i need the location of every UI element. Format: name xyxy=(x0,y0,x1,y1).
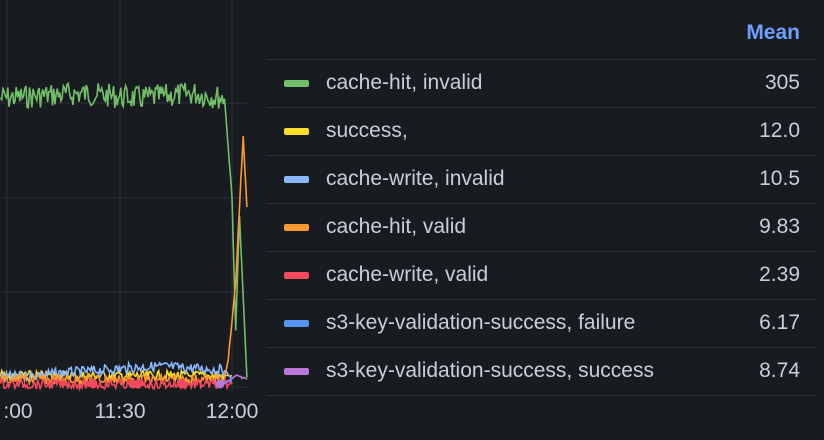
series-color-swatch xyxy=(284,128,309,135)
data-point xyxy=(88,379,98,389)
series-color-swatch xyxy=(284,320,309,327)
legend-row[interactable]: success, 12.0 xyxy=(266,108,816,156)
series-color-swatch xyxy=(284,176,309,183)
legend-row[interactable]: cache-hit, valid 9.83 xyxy=(266,204,816,252)
series-mean-value: 305 xyxy=(764,71,800,94)
series-mean-value: 8.74 xyxy=(759,359,800,382)
legend-row[interactable]: s3-key-validation-success, success 8.74 xyxy=(266,348,816,396)
x-tick-label: 12:00 xyxy=(205,400,259,423)
series-name[interactable]: cache-write, valid xyxy=(326,263,489,286)
series-name[interactable]: cache-hit, valid xyxy=(326,215,467,238)
series-name[interactable]: s3-key-validation-success, failure xyxy=(326,311,636,334)
series-line-cache-write-invalid xyxy=(0,360,233,383)
data-point xyxy=(177,379,187,389)
series-name[interactable]: success, xyxy=(326,119,408,142)
series-line-cache-write-valid xyxy=(0,376,233,392)
series-color-swatch xyxy=(284,368,309,375)
series-mean-value: 12.0 xyxy=(759,119,800,142)
legend-table: Mean cache-hit, invalid 305 success, 12.… xyxy=(266,0,816,396)
x-tick-label: :00 xyxy=(3,400,33,423)
legend-row[interactable]: cache-write, invalid 10.5 xyxy=(266,156,816,204)
series-line-s3-key-validation-success-success xyxy=(223,374,248,385)
legend-row[interactable]: cache-hit, invalid 305 xyxy=(266,60,816,108)
series-color-swatch xyxy=(284,80,309,87)
series-mean-value: 2.39 xyxy=(759,263,800,286)
legend-row[interactable]: s3-key-validation-success, failure 6.17 xyxy=(266,300,816,348)
series-name[interactable]: cache-hit, invalid xyxy=(326,71,483,94)
series-lines xyxy=(0,81,248,392)
legend-row[interactable]: cache-write, valid 2.39 xyxy=(266,252,816,300)
mean-column-header[interactable]: Mean xyxy=(746,21,800,44)
series-line-cache-hit-invalid xyxy=(0,81,248,378)
series-mean-value: 10.5 xyxy=(759,167,800,190)
series-mean-value: 9.83 xyxy=(759,215,800,238)
data-point xyxy=(215,379,225,389)
series-mean-value: 6.17 xyxy=(759,311,800,334)
data-point xyxy=(133,379,143,389)
series-color-swatch xyxy=(284,224,309,231)
time-series-plot[interactable] xyxy=(0,0,266,440)
x-tick-label: 11:30 xyxy=(94,400,146,423)
grid-lines xyxy=(0,0,248,392)
series-line-cache-hit-valid xyxy=(0,135,248,387)
series-name[interactable]: cache-write, invalid xyxy=(326,167,505,190)
legend-header: Mean xyxy=(266,0,816,60)
series-name[interactable]: s3-key-validation-success, success xyxy=(326,359,654,382)
series-color-swatch xyxy=(284,272,309,279)
